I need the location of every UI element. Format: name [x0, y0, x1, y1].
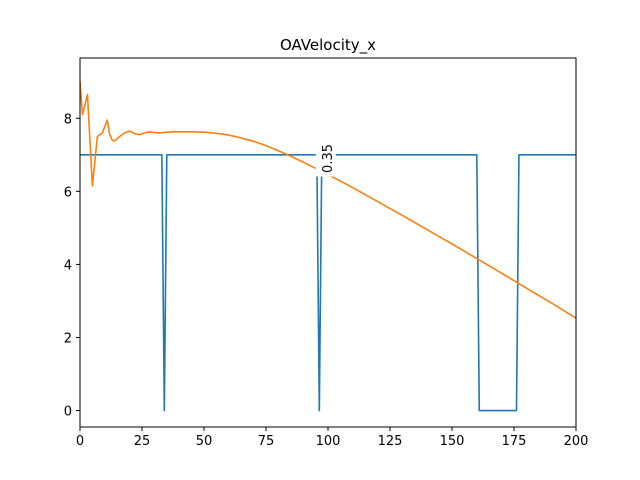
x-tick-label: 75: [258, 434, 275, 449]
x-tick-label: 150: [440, 434, 465, 449]
x-tick-label: 0: [76, 434, 84, 449]
y-tick-label: 4: [64, 258, 72, 273]
series-line-2: [80, 80, 576, 320]
x-tick-label: 25: [134, 434, 151, 449]
chart-title: OAVelocity_x: [280, 36, 376, 55]
x-tick-label: 100: [316, 434, 341, 449]
plot-area: 0.35 0 25 50 75 100 125 150 175 200 0 2 4 6 8: [64, 57, 589, 449]
y-tick-label: 0: [64, 405, 72, 420]
y-tick-label: 6: [64, 185, 72, 200]
y-tick-label: 8: [64, 112, 72, 127]
x-tick-label: 175: [502, 434, 527, 449]
annotation-label: 0.35: [321, 144, 336, 173]
x-tick-label: 125: [378, 434, 403, 449]
x-tick-label: 200: [564, 434, 589, 449]
y-tick-label: 2: [64, 331, 72, 346]
series-line-1: [80, 154, 576, 412]
annotation-box: [315, 140, 336, 177]
series-group: [80, 80, 576, 412]
x-tick-label: 50: [196, 434, 213, 449]
annotation: 0.35: [315, 140, 336, 177]
